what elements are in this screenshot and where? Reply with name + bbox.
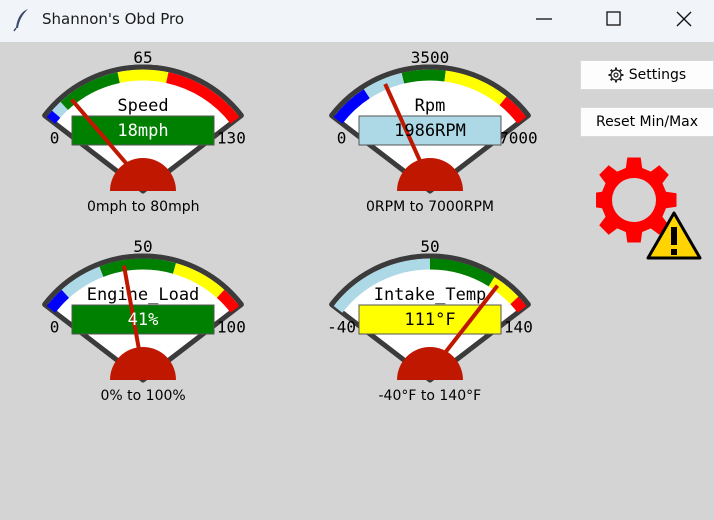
close-button[interactable] <box>656 0 712 38</box>
engine-load-max-label: 100 <box>217 318 246 337</box>
gear-icon <box>596 157 677 243</box>
speed-band-blue <box>46 110 61 124</box>
intake-temp-band-red <box>510 296 527 313</box>
rpm-band-yellow <box>444 70 507 106</box>
engine-load-mid-label: 50 <box>133 237 152 256</box>
engine-load-band-green <box>99 258 176 277</box>
feather-icon <box>13 9 28 32</box>
speed-band-red <box>166 72 240 124</box>
rpm-readout-value: 1986RPM <box>394 121 466 141</box>
intake-temp-band-lightblue <box>333 258 431 313</box>
speed-gauge-rim <box>42 64 244 118</box>
minimize-button[interactable] <box>516 0 572 38</box>
engine-load-gauge: 50 0 100 Engine_Load 41% <box>42 237 246 383</box>
speed-band-green <box>60 72 120 111</box>
gear-warning-icon <box>596 157 702 260</box>
engine-load-band-blue <box>46 289 70 313</box>
title-bar: Shannon's Obd Pro <box>0 0 714 42</box>
maximize-icon <box>606 11 621 26</box>
rpm-min-label: 0 <box>337 129 347 148</box>
intake-temp-gauge-rim <box>329 253 531 307</box>
engine-load-gauge-rim <box>42 253 244 307</box>
engine-load-needle-hub <box>110 347 176 380</box>
intake-temp-mid-label: 50 <box>420 237 439 256</box>
intake-temp-needle-hub <box>397 347 463 380</box>
gear-icon <box>608 67 624 83</box>
engine-load-min-label: 0 <box>50 318 60 337</box>
intake-temp-gauge-title: Intake_Temp <box>374 285 487 305</box>
reset-min-max-button[interactable]: Reset Min/Max <box>580 107 714 137</box>
engine-load-band-yellow <box>172 263 225 298</box>
rpm-band-green <box>401 69 446 84</box>
rpm-needle-hub <box>397 158 463 191</box>
intake-temp-band-yellow <box>488 277 519 305</box>
warning-icon <box>646 211 702 260</box>
speed-min-label: 0 <box>50 129 60 148</box>
rpm-range-label: 0RPM to 7000RPM <box>366 199 494 215</box>
engine-load-band-red <box>216 289 240 313</box>
reset-min-max-label: Reset Min/Max <box>595 114 699 130</box>
engine-load-band-lightblue <box>61 266 104 298</box>
speed-readout-value: 18mph <box>117 121 168 141</box>
rpm-gauge-rim <box>329 64 531 118</box>
window-title: Shannon's Obd Pro <box>42 10 185 28</box>
intake-temp-readout-value: 111°F <box>404 310 455 330</box>
close-icon <box>676 11 692 27</box>
rpm-max-label: 7000 <box>499 129 538 148</box>
speed-max-label: 130 <box>217 129 246 148</box>
speed-band-lightblue <box>52 101 68 118</box>
intake-temp-max-label: 140 <box>504 318 533 337</box>
intake-temp-min-label: -40 <box>327 318 356 337</box>
speed-mid-label: 65 <box>133 48 152 67</box>
intake-temp-range-label: -40°F to 140°F <box>378 388 482 404</box>
rpm-band-blue <box>333 89 370 124</box>
speed-range-label: 0mph to 80mph <box>87 199 200 215</box>
rpm-readout-box <box>358 115 502 146</box>
maximize-button[interactable] <box>586 0 642 38</box>
engine-load-readout-value: 41% <box>128 310 159 330</box>
rpm-gauge-title: Rpm <box>415 96 446 116</box>
engine-load-range-label: 0% to 100% <box>100 388 186 404</box>
settings-button[interactable]: Settings <box>580 60 714 90</box>
rpm-gauge: 3500 0 7000 Rpm 1986RPM <box>329 48 538 194</box>
rpm-band-red <box>499 96 527 124</box>
intake-temp-gauge: 50 -40 140 Intake_Temp 111°F <box>327 237 533 383</box>
engine-load-readout-box <box>71 304 215 335</box>
speed-gauge: 65 0 130 Speed 18mph <box>42 48 246 194</box>
minimize-icon <box>536 18 552 20</box>
engine-load-gauge-title: Engine_Load <box>87 285 200 305</box>
settings-button-label: Settings <box>628 67 687 83</box>
speed-needle-hub <box>110 158 176 191</box>
speed-band-yellow <box>117 69 169 84</box>
speed-gauge-title: Speed <box>117 96 168 116</box>
rpm-mid-label: 3500 <box>411 48 450 67</box>
intake-temp-band-green <box>429 258 495 287</box>
